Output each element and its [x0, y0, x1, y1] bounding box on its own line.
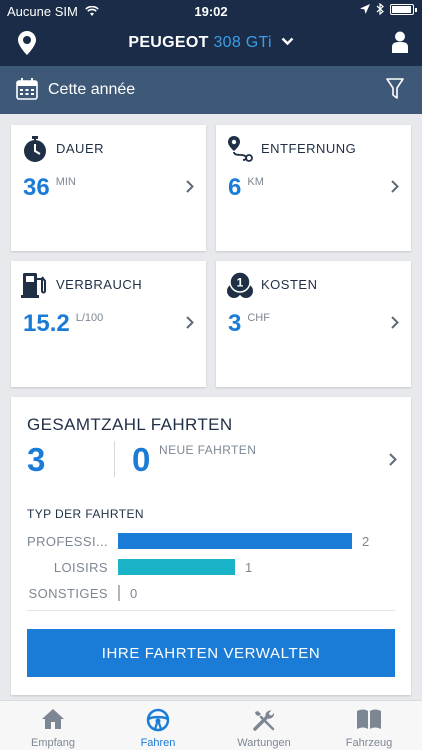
route-icon	[226, 135, 254, 168]
cost-title: KOSTEN	[261, 277, 318, 292]
trip-type-count: 0	[130, 586, 138, 601]
status-bar: Aucune SIM 19:02	[0, 0, 422, 22]
period-label: Cette année	[48, 81, 136, 98]
duration-number: 36	[23, 174, 50, 201]
vehicle-brand: PEUGEOT	[128, 34, 209, 51]
cost-unit: CHF	[247, 312, 270, 324]
chevron-down-icon	[281, 37, 293, 46]
trip-type-label: SONSTIGES	[28, 586, 108, 601]
tab-wartungen[interactable]: Wartungen	[211, 701, 317, 750]
location-arrow-icon	[360, 4, 370, 14]
distance-number: 6	[228, 174, 242, 201]
consumption-number: 15.2	[23, 310, 70, 337]
new-trips-label: NEUE FAHRTEN	[159, 443, 257, 457]
manage-trips-button[interactable]: IHRE FAHRTEN VERWALTEN	[27, 629, 395, 677]
distance-title: ENTFERNUNG	[261, 141, 357, 156]
trip-type-label: LOISIRS	[53, 560, 108, 575]
tab-label: Fahrzeug	[345, 737, 393, 749]
status-right	[360, 3, 417, 15]
trip-type-row: SONSTIGES 0	[11, 583, 411, 603]
trip-type-bar	[118, 585, 120, 601]
vehicle-selector[interactable]: PEUGEOT 308 GTi	[0, 34, 422, 52]
trip-type-row: PROFESSI... 2	[11, 531, 411, 551]
wifi-icon	[85, 5, 100, 16]
battery-icon	[390, 3, 417, 15]
coins-icon: 1	[226, 271, 254, 304]
coin-badge-label: 1	[237, 276, 244, 290]
tab-label: Empfang	[30, 737, 76, 749]
trips-panel: GESAMTZAHL FAHRTEN 3 0 NEUE FAHRTEN TYP …	[11, 397, 411, 695]
tab-label: Wartungen	[237, 737, 291, 749]
duration-title: DAUER	[56, 141, 105, 156]
trips-title: GESAMTZAHL FAHRTEN	[27, 415, 233, 434]
bottom-tab-bar: Empfang Fahren Wartungen Fahrzeug	[0, 700, 422, 750]
cost-number: 3	[228, 310, 242, 337]
carrier-label: Aucune SIM	[7, 4, 78, 19]
consumption-value: 15.2 L/100	[23, 310, 103, 338]
tab-label: Fahren	[140, 737, 176, 749]
trip-type-count: 2	[362, 534, 370, 549]
chevron-right-icon	[391, 180, 399, 198]
consumption-card[interactable]: VERBRAUCH 15.2 L/100	[11, 261, 206, 387]
trips-total: 3	[27, 441, 46, 478]
distance-card[interactable]: ENTFERNUNG 6 KM	[216, 125, 411, 251]
divider	[27, 610, 395, 611]
trip-type-bar	[118, 533, 352, 549]
steering-wheel-icon	[105, 708, 211, 732]
bluetooth-icon	[376, 3, 384, 15]
user-icon[interactable]	[392, 31, 408, 58]
cost-value: 3 CHF	[228, 310, 270, 338]
trip-type-row: LOISIRS 1	[11, 557, 411, 577]
app-header: PEUGEOT 308 GTi	[0, 22, 422, 66]
distance-unit: KM	[247, 176, 264, 188]
trip-types-title: TYP DER FAHRTEN	[27, 507, 144, 521]
trip-type-label: PROFESSI...	[27, 534, 108, 549]
cost-card[interactable]: 1 KOSTEN 3 CHF	[216, 261, 411, 387]
fuel-pump-icon	[21, 271, 49, 304]
trips-chevron-right-icon[interactable]	[389, 453, 397, 471]
tab-fahren[interactable]: Fahren	[105, 701, 211, 750]
status-time: 19:02	[194, 4, 228, 19]
trip-type-count: 1	[245, 560, 253, 575]
tab-empfang[interactable]: Empfang	[0, 701, 106, 750]
chevron-right-icon	[186, 180, 194, 198]
period-filter-bar[interactable]: Cette année	[0, 66, 422, 114]
duration-value: 36 MIN	[23, 174, 76, 202]
carrier-info: Aucune SIM	[7, 4, 100, 19]
vehicle-model: 308 GTi	[213, 34, 272, 51]
filter-icon[interactable]	[386, 78, 404, 105]
distance-value: 6 KM	[228, 174, 264, 202]
consumption-unit: L/100	[75, 312, 104, 324]
consumption-title: VERBRAUCH	[56, 277, 143, 292]
trip-type-bar	[118, 559, 235, 575]
stopwatch-icon	[21, 135, 49, 168]
divider	[114, 441, 115, 477]
duration-card[interactable]: DAUER 36 MIN	[11, 125, 206, 251]
location-pin-icon[interactable]	[18, 31, 36, 60]
home-icon	[0, 708, 106, 730]
chevron-right-icon	[186, 316, 194, 334]
calendar-icon	[16, 78, 38, 105]
duration-unit: MIN	[55, 176, 76, 188]
book-icon	[316, 708, 422, 730]
tools-icon	[211, 708, 317, 732]
chevron-right-icon	[391, 316, 399, 334]
new-trips-count: 0	[132, 441, 151, 478]
tab-fahrzeug[interactable]: Fahrzeug	[316, 701, 422, 750]
